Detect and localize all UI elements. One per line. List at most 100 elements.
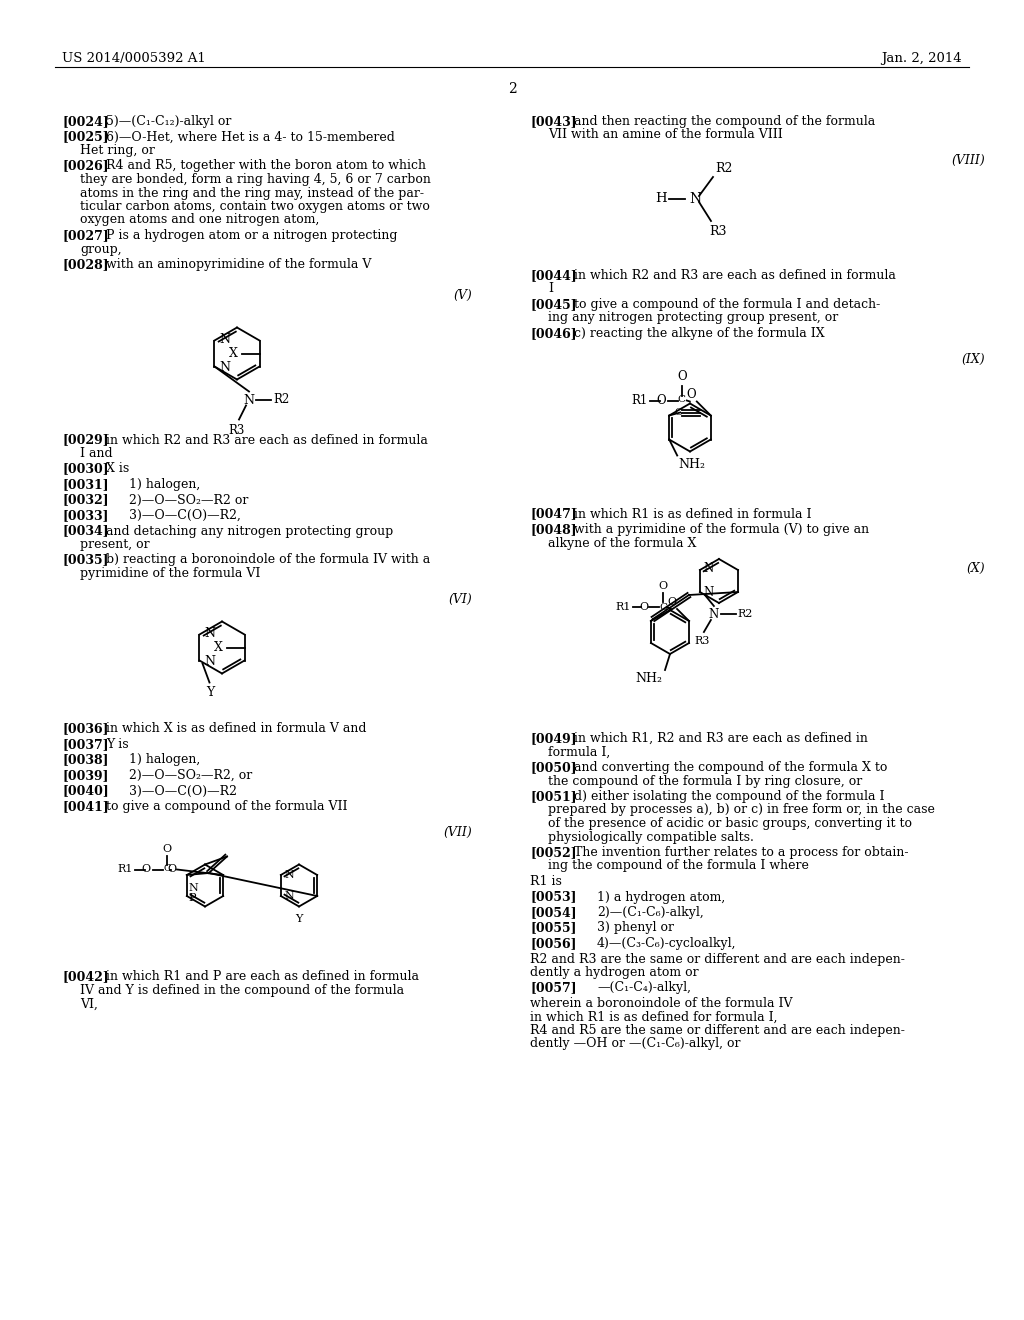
Text: R1: R1 bbox=[632, 393, 648, 407]
Text: 5)—(C₁-C₁₂)-alkyl or: 5)—(C₁-C₁₂)-alkyl or bbox=[106, 115, 231, 128]
Text: I: I bbox=[548, 282, 553, 296]
Text: (VII): (VII) bbox=[443, 825, 472, 838]
Text: 1) halogen,: 1) halogen, bbox=[129, 754, 201, 767]
Text: [0035]: [0035] bbox=[62, 553, 109, 566]
Text: 6)—O-Het, where Het is a 4- to 15-membered: 6)—O-Het, where Het is a 4- to 15-member… bbox=[106, 131, 395, 144]
Text: R2: R2 bbox=[738, 609, 754, 619]
Text: 3) phenyl or: 3) phenyl or bbox=[597, 921, 674, 935]
Text: IV and Y is defined in the compound of the formula: IV and Y is defined in the compound of t… bbox=[80, 983, 404, 997]
Text: The invention further relates to a process for obtain-: The invention further relates to a proce… bbox=[574, 846, 908, 859]
Text: O: O bbox=[167, 865, 176, 874]
Text: in which R2 and R3 are each as defined in formula: in which R2 and R3 are each as defined i… bbox=[106, 433, 428, 446]
Text: [0027]: [0027] bbox=[62, 228, 109, 242]
Text: [0029]: [0029] bbox=[62, 433, 109, 446]
Text: R4 and R5 are the same or different and are each indepen-: R4 and R5 are the same or different and … bbox=[530, 1024, 905, 1038]
Text: N: N bbox=[188, 883, 199, 894]
Text: [0036]: [0036] bbox=[62, 722, 109, 735]
Text: [0028]: [0028] bbox=[62, 257, 109, 271]
Text: ing any nitrogen protecting group present, or: ing any nitrogen protecting group presen… bbox=[548, 312, 839, 325]
Text: N: N bbox=[219, 333, 230, 346]
Text: they are bonded, form a ring having 4, 5, 6 or 7 carbon: they are bonded, form a ring having 4, 5… bbox=[80, 173, 431, 186]
Text: N: N bbox=[285, 870, 295, 880]
Text: present, or: present, or bbox=[80, 539, 150, 550]
Text: 2)—O—SO₂—R2 or: 2)—O—SO₂—R2 or bbox=[129, 494, 249, 507]
Text: d) either isolating the compound of the formula I: d) either isolating the compound of the … bbox=[574, 789, 885, 803]
Text: R1: R1 bbox=[615, 602, 631, 612]
Text: [0026]: [0026] bbox=[62, 160, 109, 173]
Text: (IX): (IX) bbox=[962, 352, 985, 366]
Text: c) reacting the alkyne of the formula IX: c) reacting the alkyne of the formula IX bbox=[574, 327, 824, 341]
Text: [0047]: [0047] bbox=[530, 507, 577, 520]
Text: [0041]: [0041] bbox=[62, 800, 109, 813]
Text: Het ring, or: Het ring, or bbox=[80, 144, 155, 157]
Text: R1: R1 bbox=[118, 865, 133, 874]
Text: N: N bbox=[703, 586, 714, 599]
Text: [0040]: [0040] bbox=[62, 784, 109, 797]
Text: N: N bbox=[285, 891, 295, 902]
Text: X: X bbox=[228, 347, 238, 360]
Text: [0055]: [0055] bbox=[530, 921, 577, 935]
Text: in which R1 is as defined for formula I,: in which R1 is as defined for formula I, bbox=[530, 1011, 777, 1023]
Text: VI,: VI, bbox=[80, 998, 98, 1011]
Text: P is a hydrogen atom or a nitrogen protecting: P is a hydrogen atom or a nitrogen prote… bbox=[106, 228, 397, 242]
Text: the compound of the formula I by ring closure, or: the compound of the formula I by ring cl… bbox=[548, 775, 862, 788]
Text: Y: Y bbox=[207, 686, 215, 700]
Text: NH₂: NH₂ bbox=[678, 458, 706, 470]
Text: [0025]: [0025] bbox=[62, 131, 109, 144]
Text: [0053]: [0053] bbox=[530, 891, 577, 903]
Text: (X): (X) bbox=[967, 562, 985, 576]
Text: N: N bbox=[244, 393, 255, 407]
Text: [0024]: [0024] bbox=[62, 115, 109, 128]
Text: in which X is as defined in formula V and: in which X is as defined in formula V an… bbox=[106, 722, 367, 735]
Text: with an aminopyrimidine of the formula V: with an aminopyrimidine of the formula V bbox=[106, 257, 372, 271]
Text: [0038]: [0038] bbox=[62, 754, 109, 767]
Text: formula I,: formula I, bbox=[548, 746, 610, 759]
Text: ticular carbon atoms, contain two oxygen atoms or two: ticular carbon atoms, contain two oxygen… bbox=[80, 201, 430, 213]
Text: and detaching any nitrogen protecting group: and detaching any nitrogen protecting gr… bbox=[106, 524, 393, 537]
Text: O: O bbox=[163, 843, 172, 854]
Text: atoms in the ring and the ring may, instead of the par-: atoms in the ring and the ring may, inst… bbox=[80, 186, 424, 199]
Text: [0052]: [0052] bbox=[530, 846, 577, 859]
Text: Jan. 2, 2014: Jan. 2, 2014 bbox=[882, 51, 962, 65]
Text: [0039]: [0039] bbox=[62, 770, 109, 781]
Text: in which R1 is as defined in formula I: in which R1 is as defined in formula I bbox=[574, 507, 811, 520]
Text: (VIII): (VIII) bbox=[951, 154, 985, 168]
Text: R4 and R5, together with the boron atom to which: R4 and R5, together with the boron atom … bbox=[106, 160, 426, 173]
Text: (VI): (VI) bbox=[449, 593, 472, 606]
Text: dently —OH or —(C₁-C₆)-alkyl, or: dently —OH or —(C₁-C₆)-alkyl, or bbox=[530, 1038, 740, 1051]
Text: [0049]: [0049] bbox=[530, 733, 577, 744]
Text: group,: group, bbox=[80, 243, 122, 256]
Text: R3: R3 bbox=[694, 636, 710, 645]
Text: [0034]: [0034] bbox=[62, 524, 109, 537]
Text: O: O bbox=[658, 581, 668, 591]
Text: N: N bbox=[689, 191, 701, 206]
Text: with a pyrimidine of the formula (V) to give an: with a pyrimidine of the formula (V) to … bbox=[574, 523, 869, 536]
Text: N: N bbox=[205, 627, 215, 640]
Text: ing the compound of the formula I where: ing the compound of the formula I where bbox=[548, 859, 809, 873]
Text: [0046]: [0046] bbox=[530, 327, 577, 341]
Text: Y: Y bbox=[295, 915, 303, 924]
Text: to give a compound of the formula I and detach-: to give a compound of the formula I and … bbox=[574, 298, 881, 312]
Text: O: O bbox=[656, 393, 666, 407]
Text: P: P bbox=[188, 894, 197, 903]
Text: in which R2 and R3 are each as defined in formula: in which R2 and R3 are each as defined i… bbox=[574, 269, 896, 282]
Text: C: C bbox=[659, 602, 667, 611]
Text: N: N bbox=[703, 562, 714, 576]
Text: R2 and R3 are the same or different and are each indepen-: R2 and R3 are the same or different and … bbox=[530, 953, 905, 965]
Text: wherein a boronoindole of the formula IV: wherein a boronoindole of the formula IV bbox=[530, 997, 793, 1010]
Text: b) reacting a boronoindole of the formula IV with a: b) reacting a boronoindole of the formul… bbox=[106, 553, 430, 566]
Text: 2)—(C₁-C₆)-alkyl,: 2)—(C₁-C₆)-alkyl, bbox=[597, 906, 703, 919]
Text: alkyne of the formula X: alkyne of the formula X bbox=[548, 536, 696, 549]
Text: [0033]: [0033] bbox=[62, 510, 109, 521]
Text: of the presence of acidic or basic groups, converting it to: of the presence of acidic or basic group… bbox=[548, 817, 912, 830]
Text: VII with an amine of the formula VIII: VII with an amine of the formula VIII bbox=[548, 128, 782, 141]
Text: R3: R3 bbox=[709, 224, 726, 238]
Text: O: O bbox=[667, 597, 676, 607]
Text: [0042]: [0042] bbox=[62, 970, 109, 983]
Text: C: C bbox=[674, 408, 682, 417]
Text: N: N bbox=[709, 609, 719, 620]
Text: [0048]: [0048] bbox=[530, 523, 577, 536]
Text: O: O bbox=[677, 371, 687, 384]
Text: and then reacting the compound of the formula: and then reacting the compound of the fo… bbox=[574, 115, 876, 128]
Text: R1 is: R1 is bbox=[530, 875, 562, 888]
